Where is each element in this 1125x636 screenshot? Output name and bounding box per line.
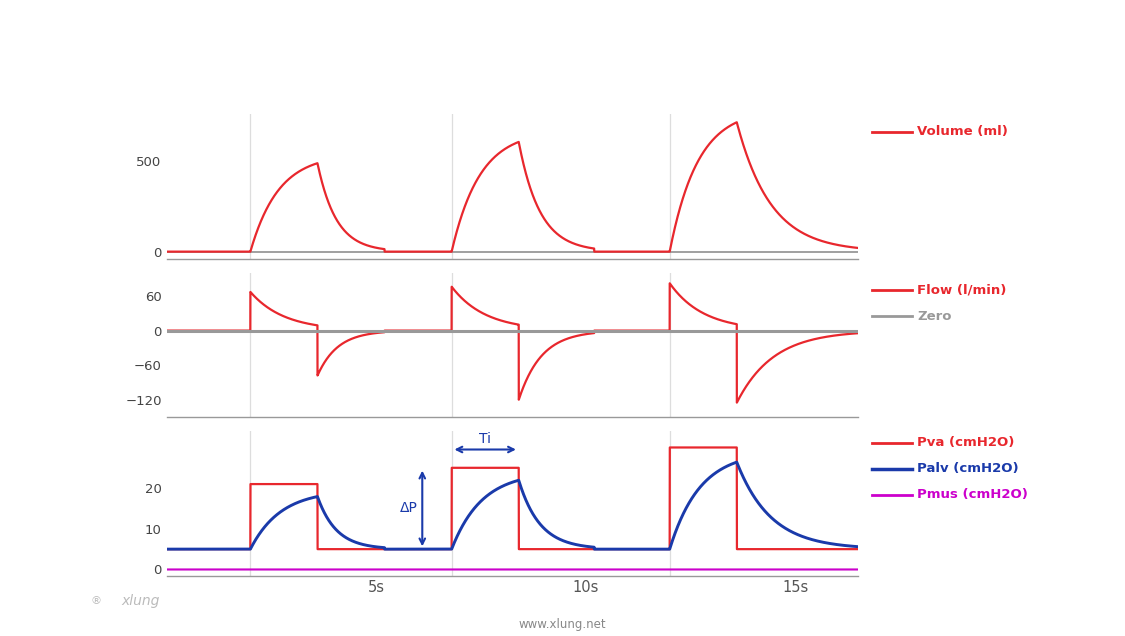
Text: Flow (l/min): Flow (l/min) [917,284,1006,296]
Text: Volume (ml): Volume (ml) [917,125,1008,138]
Text: Zero: Zero [917,310,952,322]
Text: Pressure Controlled Ventilation, PCV mode, changing insp. pressure: Pressure Controlled Ventilation, PCV mod… [25,38,916,64]
Text: ΔP: ΔP [400,501,418,515]
Text: www.xlung.net: www.xlung.net [519,618,606,631]
Text: xlung: xlung [122,594,160,608]
Text: Pmus (cmH2O): Pmus (cmH2O) [917,488,1028,501]
Text: Pva (cmH2O): Pva (cmH2O) [917,436,1015,449]
Text: Palv (cmH2O): Palv (cmH2O) [917,462,1018,475]
Text: ®: ® [90,596,101,606]
Text: Ti: Ti [479,432,492,446]
